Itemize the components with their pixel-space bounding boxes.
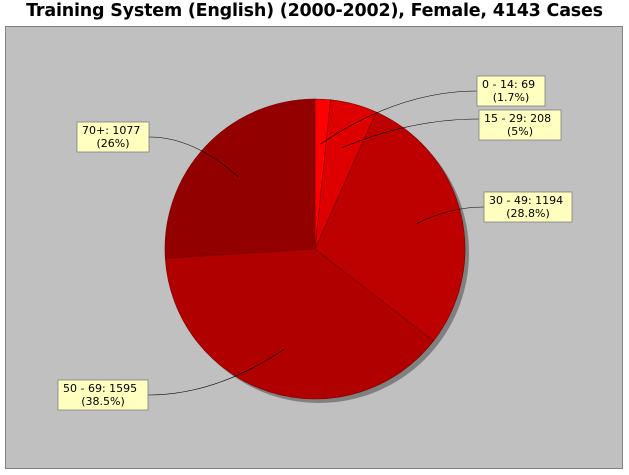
slice-label-2: 15 - 29: 208(5%) <box>478 109 562 141</box>
slice-label-4: 50 - 69: 1595(38.5%) <box>57 379 149 411</box>
label-box <box>76 121 150 153</box>
label-percent-text: (26%) <box>96 137 129 150</box>
slice-label-5: 70+: 1077(26%) <box>76 121 150 153</box>
leader-line-1 <box>320 90 478 145</box>
slice-label-1: 0 - 14: 69(1.7%) <box>476 75 546 107</box>
label-box <box>483 191 573 223</box>
label-value-text: 15 - 29: 208 <box>484 112 551 125</box>
leader-line-3 <box>416 206 485 224</box>
leader-line-2 <box>342 118 480 148</box>
label-percent-text: (38.5%) <box>81 395 125 408</box>
label-percent-text: (1.7%) <box>493 91 530 104</box>
label-box <box>478 109 562 141</box>
pie-chart: 0 - 14: 69(1.7%)15 - 29: 208(5%)30 - 49:… <box>5 26 623 469</box>
pie-slice-4 <box>164 248 434 400</box>
slice-label-3: 30 - 49: 1194(28.8%) <box>483 191 573 223</box>
label-value-text: 30 - 49: 1194 <box>489 194 563 207</box>
label-value-text: 70+: 1077 <box>82 124 140 137</box>
pie-slice-5 <box>164 98 316 259</box>
leader-line-5 <box>148 136 239 178</box>
label-box <box>476 75 546 107</box>
label-value-text: 0 - 14: 69 <box>482 78 535 91</box>
label-box <box>57 379 149 411</box>
leader-line-4 <box>147 349 285 396</box>
chart-title: Training System (English) (2000-2002), F… <box>26 1 603 21</box>
label-percent-text: (28.8%) <box>506 207 550 220</box>
pie-slice-3 <box>314 111 466 342</box>
label-value-text: 50 - 69: 1595 <box>63 382 137 395</box>
label-percent-text: (5%) <box>507 125 533 138</box>
